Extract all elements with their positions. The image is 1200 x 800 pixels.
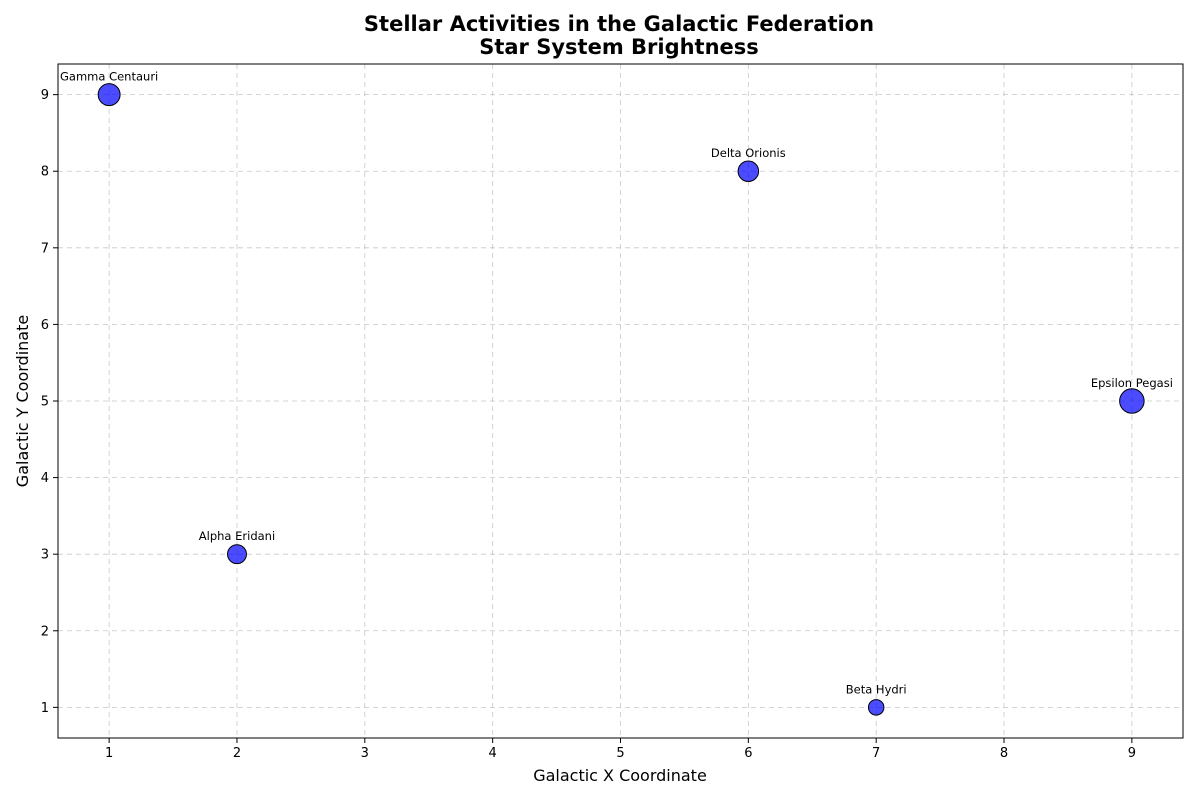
data-point bbox=[97, 83, 121, 107]
plot-frame bbox=[57, 63, 1184, 739]
y-tick-label: 6 bbox=[41, 318, 49, 333]
axis-ticks: 1 2 3 4 5 6 7 8 9 1 2 3 4 5 6 7 8 9 bbox=[41, 88, 1136, 761]
data-point-label: Gamma Centauri bbox=[60, 70, 158, 84]
y-tick-label: 4 bbox=[41, 471, 49, 486]
y-tick-label: 1 bbox=[41, 701, 49, 716]
data-point bbox=[737, 160, 760, 182]
data-point bbox=[1119, 388, 1145, 414]
x-tick-label: 7 bbox=[872, 746, 880, 761]
y-tick-label: 8 bbox=[41, 165, 49, 180]
x-tick-label: 9 bbox=[1128, 746, 1136, 761]
data-points: Alpha Eridani Beta Hydri Gamma Centauri Del… bbox=[60, 70, 1173, 716]
y-tick-label: 9 bbox=[41, 88, 49, 103]
data-point bbox=[867, 699, 885, 716]
x-tick-label: 1 bbox=[105, 746, 113, 761]
x-tick-label: 3 bbox=[361, 746, 369, 761]
x-tick-label: 8 bbox=[1000, 746, 1008, 761]
x-tick-label: 4 bbox=[489, 746, 497, 761]
y-tick-label: 3 bbox=[41, 548, 49, 563]
data-point bbox=[226, 544, 247, 565]
y-tick-label: 5 bbox=[41, 395, 49, 410]
data-point-label: Alpha Eridani bbox=[199, 529, 275, 543]
chart-title: Stellar Activities in the Galactic Feder… bbox=[364, 12, 874, 36]
data-point-label: Delta Orionis bbox=[711, 146, 786, 160]
data-point-label: Epsilon Pegasi bbox=[1091, 376, 1173, 390]
x-tick-label: 2 bbox=[233, 746, 241, 761]
x-tick-label: 6 bbox=[744, 746, 752, 761]
y-tick-label: 7 bbox=[41, 241, 49, 256]
y-axis-label: Galactic Y Coordinate bbox=[13, 315, 32, 487]
x-axis-label: Galactic X Coordinate bbox=[533, 766, 707, 785]
y-tick-label: 2 bbox=[41, 624, 49, 639]
chart-subtitle: Star System Brightness bbox=[479, 35, 759, 59]
data-point-label: Beta Hydri bbox=[846, 682, 907, 696]
grid-lines bbox=[58, 64, 1183, 738]
x-tick-label: 5 bbox=[616, 746, 624, 761]
